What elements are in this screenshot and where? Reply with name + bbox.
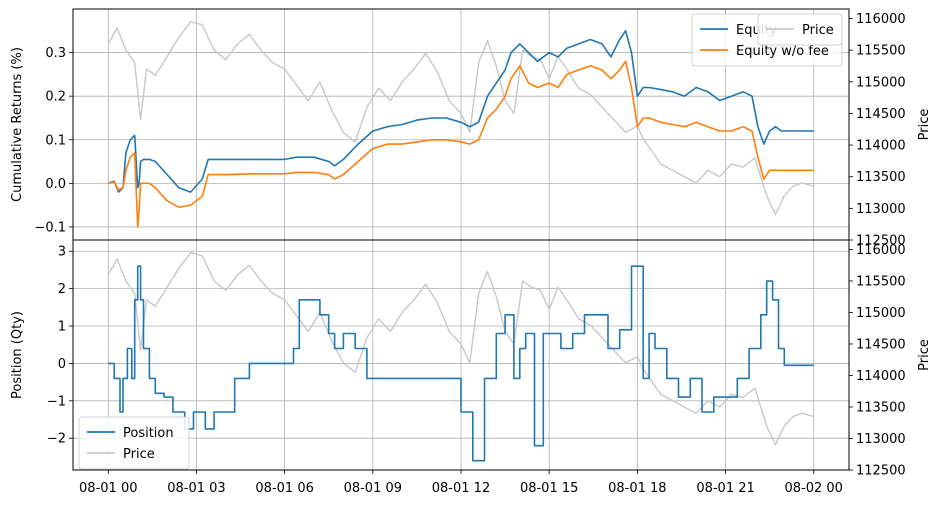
y-tick-label: 3 [58, 245, 66, 260]
legend-bottom: Position Price [78, 416, 190, 470]
x-tick-label: 08-01 12 [432, 481, 490, 496]
y-tick-label: −2 [47, 432, 66, 447]
series-price [107, 251, 814, 446]
y2-tick-label: 115500 [856, 44, 906, 59]
x-tick-label: 08-01 15 [520, 481, 578, 496]
y2-tick-label: 113000 [856, 432, 906, 447]
y2-tick-label: 115500 [856, 274, 906, 289]
series-position [108, 265, 814, 462]
y-tick-label: 2 [58, 282, 66, 297]
series-price [107, 21, 814, 216]
grid-bottom [73, 240, 849, 470]
x-tick-label: 08-01 06 [255, 481, 313, 496]
y-tick-label: 0.1 [45, 133, 66, 148]
y-tick-label: 0.2 [45, 90, 66, 105]
legend-top-price: Price [757, 13, 843, 46]
y2-tick-label: 114000 [856, 369, 906, 384]
y-tick-label: −1 [47, 394, 66, 409]
y-tick-label: 0.3 [45, 46, 66, 61]
y-tick-label: 1 [58, 320, 66, 335]
legend-label: Position [123, 426, 174, 441]
y-tick-label: 0.0 [45, 177, 66, 192]
y2-tick-label: 116000 [856, 12, 906, 27]
y2-tick-label: 114000 [856, 139, 906, 154]
legend-label: Price [802, 23, 834, 38]
y2-tick-label: 113000 [856, 202, 906, 217]
x-tick-label: 08-01 21 [696, 481, 754, 496]
y2-tick-label: 115000 [856, 306, 906, 321]
y-axis-label: Position (Qty) [10, 311, 25, 399]
x-tick-label: 08-01 00 [79, 481, 137, 496]
y2-axis-label: Price [917, 109, 932, 141]
y-tick-label: 0 [58, 357, 66, 372]
legend-label: Price [123, 447, 155, 462]
y2-tick-label: 116000 [856, 243, 906, 258]
y2-tick-label: 113500 [856, 400, 906, 415]
y2-tick-label: 112500 [856, 234, 906, 249]
series-equity [108, 30, 814, 193]
y2-tick-label: 115000 [856, 75, 906, 90]
legend-box [757, 13, 843, 46]
y2-tick-label: 114500 [856, 107, 906, 122]
y-axis-label: Cumulative Returns (%) [10, 47, 25, 202]
x-tick-label: 08-02 00 [785, 481, 843, 496]
y2-tick-label: 113500 [856, 170, 906, 185]
y2-axis-label: Price [917, 339, 932, 371]
y2-tick-label: 114500 [856, 337, 906, 352]
legend-box [78, 416, 190, 470]
x-tick-label: 08-01 09 [344, 481, 402, 496]
x-tick-label: 08-01 03 [167, 481, 225, 496]
series-equity-w-o-fee [108, 60, 814, 228]
panel-bottom: −2 −1 0 1 2 3 112500 113000 113500 114000 114500 11… [10, 239, 932, 496]
x-tick-label: 08-01 18 [608, 481, 666, 496]
y-tick-label: −0.1 [34, 220, 66, 235]
y2-tick-label: 112500 [856, 464, 906, 479]
legend-label: Equity w/o fee [736, 44, 829, 59]
